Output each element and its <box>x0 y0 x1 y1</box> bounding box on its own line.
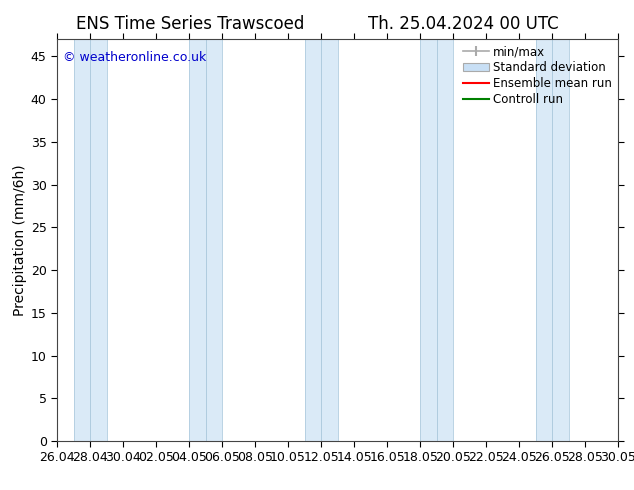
Bar <box>205 39 222 441</box>
Legend: min/max, Standard deviation, Ensemble mean run, Controll run: min/max, Standard deviation, Ensemble me… <box>463 45 612 106</box>
Text: ENS Time Series Trawscoed: ENS Time Series Trawscoed <box>76 15 304 33</box>
Bar <box>536 39 552 441</box>
Bar <box>74 39 90 441</box>
Bar <box>420 39 437 441</box>
Bar <box>552 39 569 441</box>
Bar <box>437 39 453 441</box>
Text: © weatheronline.co.uk: © weatheronline.co.uk <box>63 51 206 64</box>
Y-axis label: Precipitation (mm/6h): Precipitation (mm/6h) <box>13 164 27 316</box>
Bar <box>189 39 205 441</box>
Bar <box>90 39 107 441</box>
Bar <box>321 39 337 441</box>
Text: Th. 25.04.2024 00 UTC: Th. 25.04.2024 00 UTC <box>368 15 558 33</box>
Bar <box>304 39 321 441</box>
